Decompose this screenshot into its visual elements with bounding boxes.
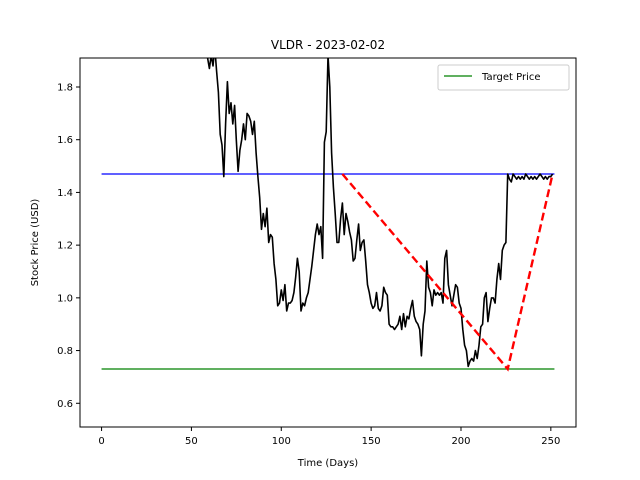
chart-title: VLDR - 2023-02-02: [271, 38, 385, 52]
y-axis-label: Stock Price (USD): [30, 199, 41, 287]
y-tick-label: 1.6: [57, 135, 73, 146]
legend: Target Price: [437, 64, 570, 91]
y-tick-label: 0.6: [57, 399, 73, 410]
x-tick-label: 50: [185, 436, 198, 447]
plot-area: [101, 58, 555, 372]
y-tick-label: 1.8: [57, 82, 73, 93]
y-tick-label: 0.8: [57, 346, 73, 357]
price-series-line: [206, 58, 554, 368]
y-tick-label: 1.2: [57, 241, 73, 252]
trend-line: [341, 173, 554, 372]
x-tick-label: 0: [98, 436, 104, 447]
x-tick-label: 100: [272, 436, 291, 447]
plot-frame: [79, 57, 577, 428]
y-tick-label: 1.4: [57, 188, 73, 199]
legend-label-target-price: Target Price: [481, 72, 541, 83]
y-tick-label: 1.0: [57, 293, 73, 304]
x-tick-label: 150: [362, 436, 381, 447]
x-axis-label: Time (Days): [297, 458, 359, 469]
x-tick-label: 250: [541, 436, 560, 447]
legend-box: [437, 64, 570, 91]
x-tick-label: 200: [451, 436, 470, 447]
